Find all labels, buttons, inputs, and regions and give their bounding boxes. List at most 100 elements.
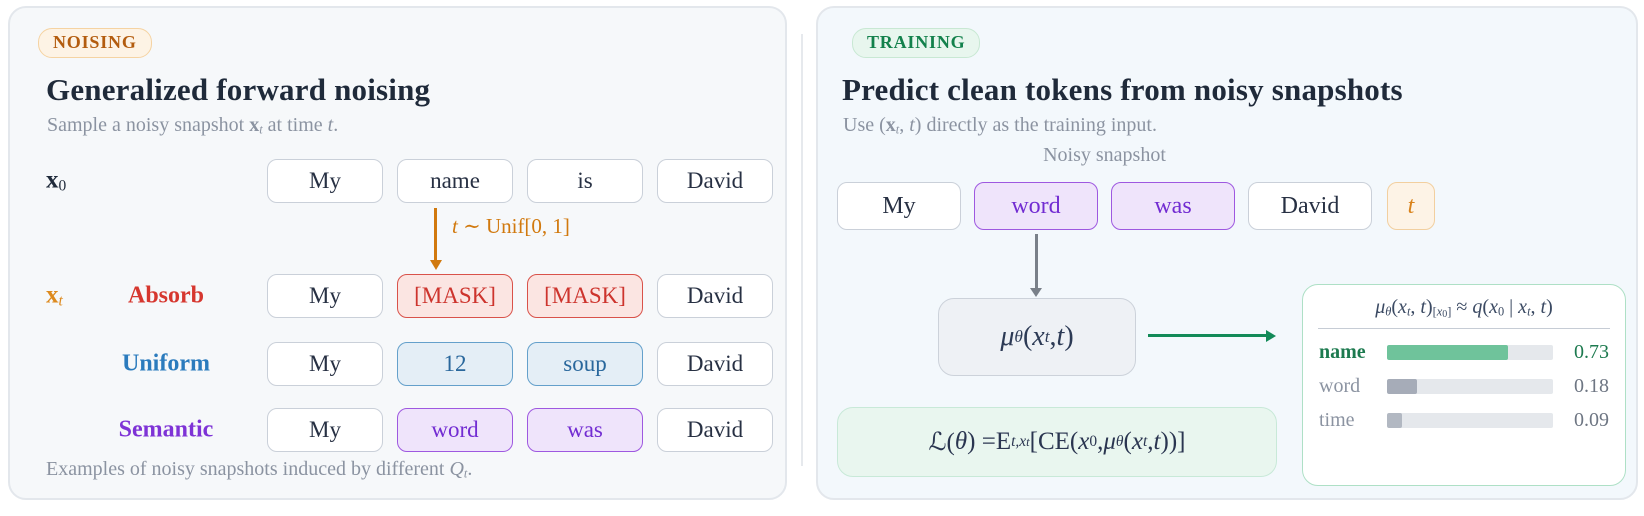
formula-segment: x [249,114,260,136]
probability-bar-track [1387,379,1553,394]
formula-segment: t [463,466,468,481]
formula-segment: ∼ Unif[0, 1] [457,214,570,238]
formula-segment: 0 [1497,304,1505,319]
formula-segment: . [333,114,339,136]
token: [MASK] [397,274,513,318]
formula-segment: ( [1123,428,1132,455]
probability-bar-fill [1387,345,1509,360]
probability-bar-fill [1387,379,1417,394]
token: My [267,408,383,452]
variant-label-semantic: Semantic [118,416,214,443]
formula-segment: x [46,166,59,194]
prediction-header: μθ(xt, t)[x0] ≈ q(x0 | xt, t) [1318,285,1610,329]
training-subtitle: Use (xt, t) directly as the training inp… [843,114,1157,138]
formula-segment: x [1398,296,1407,318]
probability-row: time 0.09 [1319,409,1609,432]
probability-token-label: time [1319,409,1355,431]
formula-segment: x [1078,428,1090,455]
formula-segment: , [1410,296,1421,318]
formula-segment: t [327,114,334,136]
formula-segment: ( [1482,296,1490,318]
variant-label-uniform: Uniform [122,350,210,377]
xt-label: xt [46,281,63,310]
formula-segment: , [1530,296,1541,318]
noising-badge: NOISING [38,28,152,58]
token: David [657,408,773,452]
token: was [1111,182,1235,230]
formula-segment: t [1527,304,1531,319]
token: My [837,182,961,230]
formula-segment: t [1142,433,1148,450]
formula-segment: t,x [1011,433,1027,450]
absorb-row: xt Absorb My [MASK] [MASK] David [10,272,785,320]
model-box: μ θ(x t, t) [938,298,1136,376]
probability-token-label: name [1319,341,1366,363]
formula-segment: . [467,458,473,480]
formula-segment: x [1489,296,1498,318]
noisy-snapshot-label: Noisy snapshot [1043,144,1166,166]
training-badge: TRAINING [852,28,981,58]
clean-sequence-row: x0 My name is David [10,158,785,204]
formula-segment: ( [1022,321,1033,352]
formula-segment: t [1406,304,1411,319]
formula-segment: θ [1014,327,1023,346]
formula-segment: θ [1115,433,1124,450]
formula-segment: t [452,214,458,238]
uniform-row: Uniform My 12 soup David [10,341,785,387]
formula-segment: ≈ [1451,296,1473,318]
formula-segment: ))] [1160,428,1186,455]
semantic-token-row: My word was David [267,407,773,453]
formula-segment: x [1436,304,1443,319]
probability-value: 0.09 [1574,409,1609,431]
token: My [267,159,383,203]
token: word [974,182,1098,230]
probability-bar-track [1387,345,1553,360]
formula-segment: x [1032,321,1045,352]
formula-segment: θ [954,428,968,455]
prediction-box: μθ(xt, t)[x0] ≈ q(x0 | xt, t) name 0.73 wo… [1302,284,1626,486]
formula-segment: x [1518,296,1528,318]
formula-segment: ) [1425,296,1433,318]
uniform-token-row: My 12 soup David [267,341,773,387]
noising-caption: Examples of noisy snapshots induced by d… [46,458,472,482]
formula-segment: ] [1447,304,1452,319]
token: soup [527,342,643,386]
training-title: Predict clean tokens from noisy snapshot… [842,72,1403,107]
formula-segment: ) directly as the training input. [914,114,1157,136]
token: [MASK] [527,274,643,318]
token: David [657,342,773,386]
formula-segment: [CE( [1029,428,1079,455]
token: David [1248,182,1372,230]
token: My [267,342,383,386]
formula-segment: | [1504,296,1519,318]
formula-segment: 0 [1089,433,1098,450]
token: My [267,274,383,318]
input-arrow-down [1035,234,1038,288]
token: name [397,159,513,203]
formula-segment: Q [449,458,464,480]
formula-segment: t [1420,296,1426,318]
prediction-arrow-right [1148,334,1266,337]
panel-divider [801,34,803,466]
formula-segment: at time [262,114,328,136]
formula-segment: ℒ( [928,429,955,456]
formula-segment: t [1026,434,1030,449]
formula-segment: q [1472,296,1483,318]
formula-segment: t [259,122,263,137]
training-panel: TRAINING Predict clean tokens from noisy… [816,6,1638,500]
formula-segment: ) [1546,296,1553,318]
probability-token-label: word [1319,375,1361,397]
formula-segment: Examples of noisy snapshots induced by d… [46,458,450,480]
token: was [527,408,643,452]
formula-segment: t [895,122,900,137]
formula-segment: x [885,114,896,136]
formula-segment: μ [1375,296,1386,318]
formula-segment: x [46,281,59,309]
formula-segment: [ [1432,304,1437,319]
noising-title: Generalized forward noising [46,72,431,107]
probability-bar-track [1387,413,1553,428]
formula-segment: , [1049,321,1057,352]
formula-segment: t [1540,296,1547,318]
